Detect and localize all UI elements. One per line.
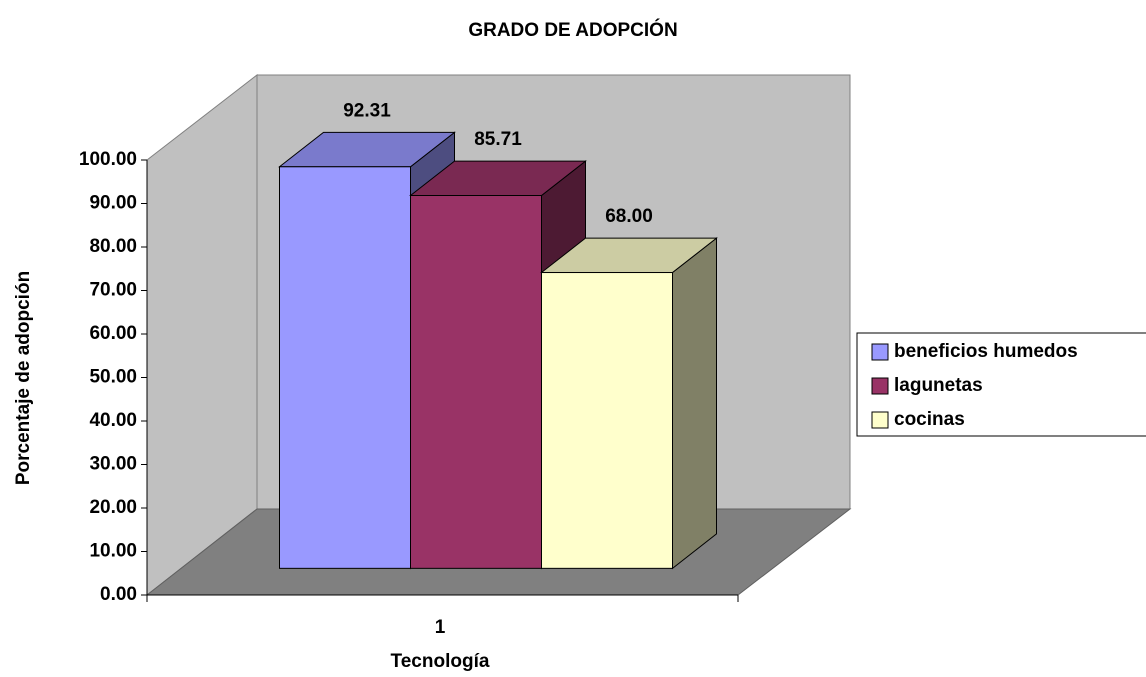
- legend-swatch: [871, 411, 889, 429]
- legend-label: lagunetas: [894, 375, 983, 396]
- bar-side: [672, 237, 717, 570]
- legend-label: cocinas: [894, 409, 965, 430]
- y-tick-label: 40.00: [89, 410, 137, 431]
- y-tick-label: 70.00: [89, 280, 137, 301]
- x-tick-label: 1: [435, 617, 446, 638]
- y-tick-label: 90.00: [89, 193, 137, 214]
- y-tick-label: 0.00: [100, 584, 137, 605]
- legend-swatch: [871, 377, 889, 395]
- y-tick-label: 50.00: [89, 367, 137, 388]
- bar: [541, 272, 673, 569]
- y-tick-label: 10.00: [89, 541, 137, 562]
- x-axis-title: Tecnología: [391, 651, 490, 672]
- legend-label: beneficios humedos: [894, 341, 1078, 362]
- chart-title: GRADO DE ADOPCIÓN: [468, 19, 677, 41]
- y-tick-label: 100.00: [79, 149, 137, 170]
- y-tick-label: 20.00: [89, 497, 137, 518]
- y-tick-label: 80.00: [89, 236, 137, 257]
- y-tick-label: 30.00: [89, 454, 137, 475]
- legend: [856, 332, 1146, 437]
- y-axis-title: Porcentaje de adopción: [13, 271, 34, 485]
- y-tick-label: 60.00: [89, 323, 137, 344]
- bar: [410, 195, 542, 569]
- bar: [279, 166, 411, 569]
- data-label: 85.71: [474, 129, 522, 150]
- data-label: 92.31: [343, 100, 391, 121]
- side-wall: [146, 73, 258, 597]
- legend-swatch: [871, 343, 889, 361]
- data-label: 68.00: [605, 206, 653, 227]
